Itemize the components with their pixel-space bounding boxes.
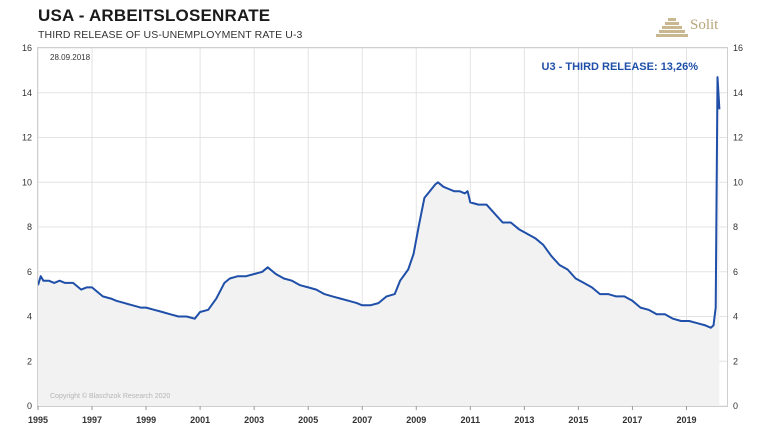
y-tick-label-left: 10: [22, 177, 32, 187]
y-tick-label-right: 8: [733, 222, 738, 232]
plot-border: [37, 47, 728, 407]
x-tick-label: 2019: [676, 415, 696, 425]
y-tick-label-right: 6: [733, 267, 738, 277]
x-tick-label: 2017: [622, 415, 642, 425]
y-tick-label-right: 16: [733, 43, 743, 53]
y-axis-right: 0 2 4 6 8 10 12 14 16: [733, 43, 743, 411]
chart-title: USA - ARBEITSLOSENRATE: [38, 6, 271, 25]
y-tick-label-left: 0: [27, 401, 32, 411]
series-area-fill: [38, 77, 720, 406]
y-tick-label-right: 0: [733, 401, 738, 411]
pyramid-icon: [656, 18, 688, 37]
y-tick-label-right: 2: [733, 356, 738, 366]
x-tick-label: 1995: [28, 415, 48, 425]
y-tick-label-right: 14: [733, 88, 743, 98]
y-tick-label-right: 10: [733, 177, 743, 187]
x-tick-label: 2011: [461, 415, 481, 425]
series-annotation: U3 - THIRD RELEASE: 13,26%: [542, 61, 699, 73]
x-tick-label: 2013: [514, 415, 534, 425]
series-line: [37, 76, 721, 329]
x-tick-label: 2005: [298, 415, 318, 425]
x-tick-label: 2015: [568, 415, 588, 425]
logo-text: Solit: [690, 17, 719, 33]
y-tick-label-left: 8: [27, 222, 32, 232]
solit-logo: [656, 18, 688, 37]
y-tick-label-right: 12: [733, 133, 743, 143]
copyright-text: Copyright © Blaschzok Research 2020: [50, 392, 170, 400]
x-tick-label: 1999: [136, 415, 156, 425]
y-tick-label-left: 4: [27, 312, 32, 322]
y-tick-label-left: 6: [27, 267, 32, 277]
y-tick-label-left: 2: [27, 356, 32, 366]
y-axis-left: 0 2 4 6 8 10 12 14 16: [22, 43, 32, 411]
x-tick-label: 2007: [352, 415, 372, 425]
y-tick-label-left: 14: [22, 88, 32, 98]
x-tick-label: 1997: [82, 415, 102, 425]
x-tick-label: 2003: [244, 415, 264, 425]
x-tick-label: 2001: [190, 415, 210, 425]
date-label: 28.09.2018: [50, 53, 91, 62]
chart-subtitle: THIRD RELEASE OF US-UNEMPLOYMENT RATE U-…: [38, 29, 303, 41]
y-tick-label-left: 16: [22, 43, 32, 53]
y-tick-label-left: 12: [22, 133, 32, 143]
x-tick-label: 2009: [406, 415, 426, 425]
x-axis: 1995 1997 1999 2001 2003 2005 2007 2009 2011 2013…: [28, 406, 696, 425]
y-tick-label-right: 4: [733, 312, 738, 322]
